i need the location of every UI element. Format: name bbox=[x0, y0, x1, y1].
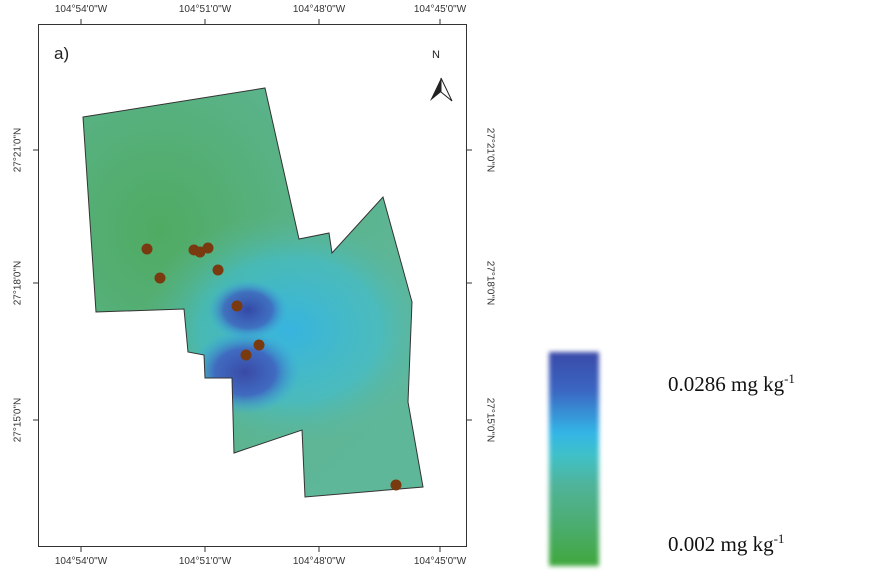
lon-label-top: 104°51'0"W bbox=[178, 4, 232, 15]
legend-max-unit-exponent: -1 bbox=[784, 371, 795, 386]
legend-max-label: 0.0286 mg kg-1 bbox=[668, 371, 795, 397]
sample-point bbox=[240, 349, 252, 361]
sample-points bbox=[141, 242, 402, 491]
legend-min-unit-exponent: -1 bbox=[773, 531, 785, 546]
lon-label-bottom: 104°45'0"W bbox=[413, 556, 467, 567]
lon-label-top: 104°54'0"W bbox=[54, 4, 108, 15]
sample-point bbox=[390, 479, 402, 491]
lon-label-top: 104°45'0"W bbox=[413, 4, 467, 15]
north-label: N bbox=[432, 49, 440, 61]
lat-label-right: 27°15'0"N bbox=[484, 397, 496, 443]
north-arrow-icon bbox=[430, 77, 453, 102]
sample-point bbox=[141, 243, 153, 255]
legend-color-ramp bbox=[549, 352, 599, 566]
sample-point bbox=[231, 300, 243, 312]
study-area-boundary bbox=[82, 87, 424, 498]
legend-min-value: 0.002 mg kg bbox=[668, 532, 774, 556]
lon-label-bottom: 104°48'0"W bbox=[292, 556, 346, 567]
sample-point bbox=[202, 242, 214, 254]
lat-label-left: 27°21'0"N bbox=[12, 127, 24, 173]
lon-label-bottom: 104°54'0"W bbox=[54, 556, 108, 567]
legend-min-label: 0.002 mg kg-1 bbox=[668, 531, 784, 557]
lat-label-left: 27°18'0"N bbox=[12, 260, 24, 306]
legend-max-value: 0.0286 mg kg bbox=[668, 372, 785, 396]
sample-point bbox=[212, 264, 224, 276]
lat-label-left: 27°15'0"N bbox=[12, 397, 24, 443]
sample-point bbox=[154, 272, 166, 284]
graticule-ticks bbox=[33, 19, 472, 552]
sample-point bbox=[253, 339, 265, 351]
lat-label-right: 27°21'0"N bbox=[484, 127, 496, 173]
interpolated-surface bbox=[83, 88, 423, 497]
lat-label-right: 27°18'0"N bbox=[484, 260, 496, 306]
lon-label-bottom: 104°51'0"W bbox=[178, 556, 232, 567]
panel-label: a) bbox=[54, 44, 70, 63]
lon-label-top: 104°48'0"W bbox=[292, 4, 346, 15]
